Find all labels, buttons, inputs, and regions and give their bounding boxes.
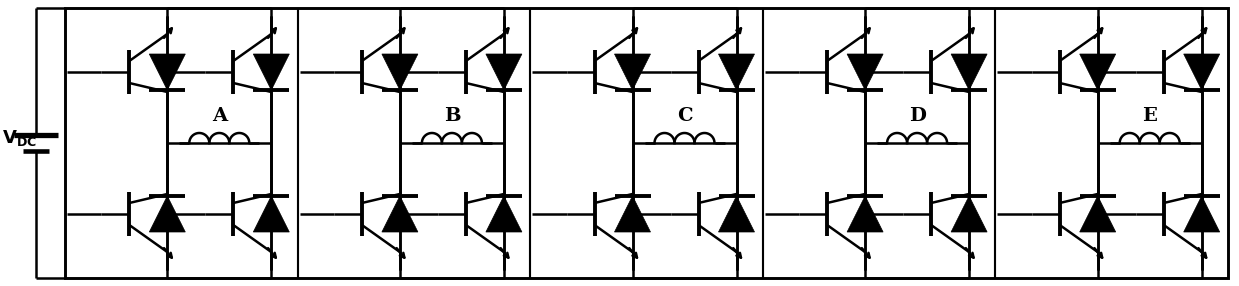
Polygon shape bbox=[847, 196, 883, 232]
Polygon shape bbox=[382, 54, 418, 90]
Polygon shape bbox=[486, 196, 522, 232]
Polygon shape bbox=[952, 54, 987, 90]
Polygon shape bbox=[1183, 196, 1219, 232]
Text: C: C bbox=[676, 107, 693, 125]
Polygon shape bbox=[615, 54, 650, 90]
Polygon shape bbox=[253, 54, 289, 90]
Text: $\mathbf{V}_{\mathbf{DC}}$: $\mathbf{V}_{\mathbf{DC}}$ bbox=[2, 128, 37, 148]
Polygon shape bbox=[719, 54, 755, 90]
Polygon shape bbox=[847, 54, 883, 90]
Text: A: A bbox=[212, 107, 227, 125]
Polygon shape bbox=[1079, 54, 1115, 90]
Text: E: E bbox=[1142, 107, 1157, 125]
Polygon shape bbox=[253, 196, 289, 232]
Polygon shape bbox=[1079, 196, 1115, 232]
Text: D: D bbox=[908, 107, 926, 125]
Polygon shape bbox=[952, 196, 987, 232]
Polygon shape bbox=[719, 196, 755, 232]
Polygon shape bbox=[150, 196, 186, 232]
Polygon shape bbox=[615, 196, 650, 232]
Polygon shape bbox=[1183, 54, 1219, 90]
Text: B: B bbox=[444, 107, 460, 125]
Polygon shape bbox=[382, 196, 418, 232]
Polygon shape bbox=[150, 54, 186, 90]
Polygon shape bbox=[486, 54, 522, 90]
